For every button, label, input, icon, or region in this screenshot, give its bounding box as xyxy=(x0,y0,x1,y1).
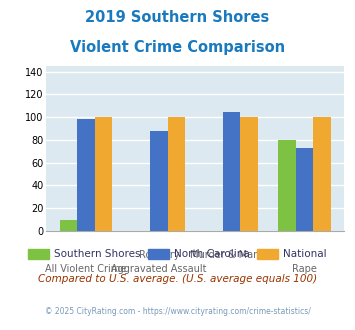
Bar xyxy=(60,220,77,231)
Text: © 2025 CityRating.com - https://www.cityrating.com/crime-statistics/: © 2025 CityRating.com - https://www.city… xyxy=(45,307,310,316)
Text: Compared to U.S. average. (U.S. average equals 100): Compared to U.S. average. (U.S. average … xyxy=(38,274,317,284)
Text: Robbery: Robbery xyxy=(138,250,179,260)
Bar xyxy=(296,148,313,231)
Text: All Violent Crime: All Violent Crime xyxy=(45,264,127,274)
Bar xyxy=(168,117,185,231)
Bar xyxy=(77,119,95,231)
Bar xyxy=(313,117,331,231)
Bar xyxy=(95,117,112,231)
Bar xyxy=(240,117,258,231)
Text: Rape: Rape xyxy=(292,264,317,274)
Legend: Southern Shores, North Carolina, National: Southern Shores, North Carolina, Nationa… xyxy=(24,245,331,263)
Text: Murder & Mans...: Murder & Mans... xyxy=(190,250,273,260)
Text: Violent Crime Comparison: Violent Crime Comparison xyxy=(70,40,285,54)
Bar xyxy=(278,140,296,231)
Text: 2019 Southern Shores: 2019 Southern Shores xyxy=(85,10,270,25)
Bar xyxy=(150,131,168,231)
Bar xyxy=(223,112,240,231)
Text: Aggravated Assault: Aggravated Assault xyxy=(111,264,207,274)
